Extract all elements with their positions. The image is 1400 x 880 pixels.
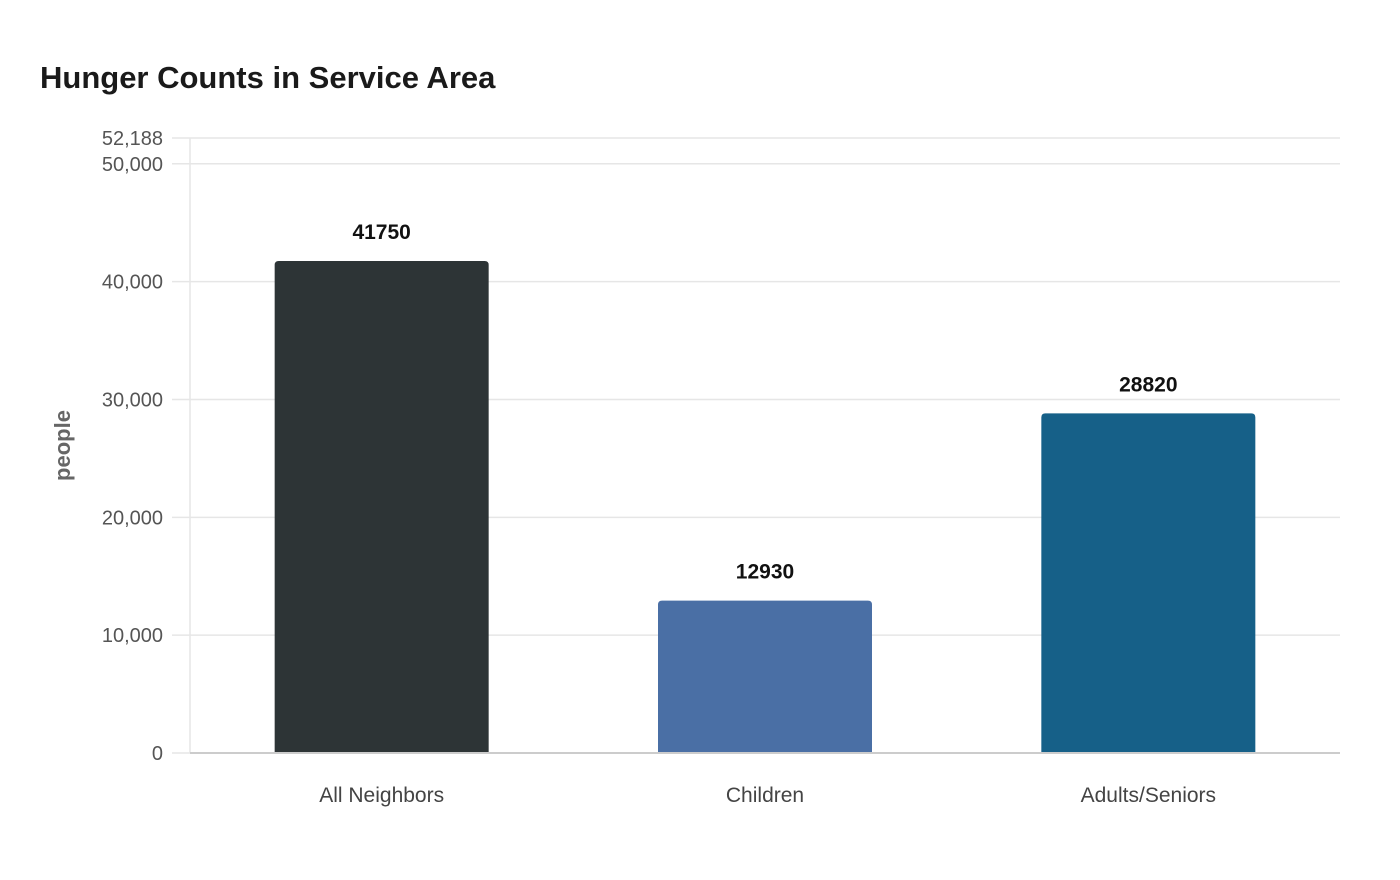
y-tick-label: 52,188 [102,128,163,150]
bars [274,261,1256,753]
y-axis-ticks: 0 10,000 20,000 30,000 40,000 50,000 52,188 [102,128,190,765]
value-labels: 41750 12930 28820 [352,221,1177,584]
y-tick-label: 40,000 [102,272,163,294]
y-axis-label: people [50,410,75,481]
bar-value-label: 12930 [736,561,794,584]
x-category-label: All Neighbors [319,784,444,807]
chart-title: Hunger Counts in Service Area [40,60,496,95]
y-tick-label: 50,000 [102,154,163,176]
y-tick-label: 20,000 [102,507,163,529]
y-tick-label: 30,000 [102,389,163,411]
bar-value-label: 28820 [1119,373,1177,396]
bar-value-label: 41750 [352,221,410,244]
x-category-label: Children [726,784,804,807]
y-tick-label: 10,000 [102,625,163,647]
y-tick-label: 0 [152,743,163,765]
bar [1041,413,1256,753]
bar [658,600,872,753]
x-category-label: Adults/Seniors [1081,784,1216,807]
x-axis-categories: All Neighbors Children Adults/Seniors [319,784,1216,807]
bar [274,261,489,753]
